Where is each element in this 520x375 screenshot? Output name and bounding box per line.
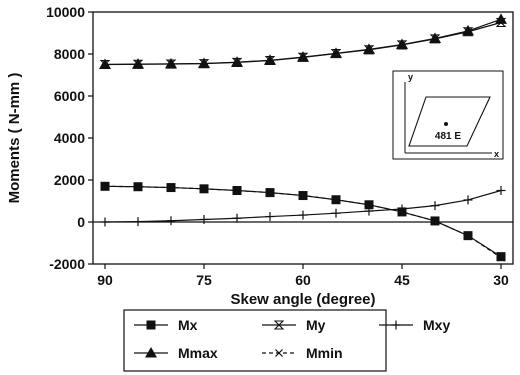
point-mmin — [233, 186, 241, 195]
point-mmin — [365, 200, 373, 209]
point-mx — [496, 252, 506, 262]
legend-marker-mmin — [275, 349, 283, 357]
point-mmin — [134, 182, 142, 191]
point-mmin — [431, 217, 439, 225]
x-tick-label: 90 — [97, 272, 113, 288]
x-tick-label: 75 — [196, 272, 212, 288]
point-mmax — [396, 38, 408, 50]
element-inset: y x 481 E — [392, 70, 504, 160]
point-mxy — [463, 195, 473, 205]
point-mxy — [265, 212, 275, 222]
inset-x-label: x — [494, 149, 499, 159]
legend-marker-my — [273, 320, 285, 330]
point-mmin — [464, 231, 472, 240]
point-mmin — [200, 184, 208, 193]
legend-marker-mmax — [145, 347, 157, 358]
y-tick-label: 6000 — [54, 88, 85, 104]
legend-item-mmin: Mmin — [262, 345, 343, 361]
x-axis-title: Skew angle (degree) — [230, 291, 375, 308]
point-mmax — [363, 43, 375, 54]
legend-label-mx: Mx — [178, 317, 198, 333]
point-mmin — [167, 183, 175, 192]
legend-item-mx: Mx — [134, 317, 198, 333]
point-mmax — [462, 24, 474, 36]
point-mmax — [330, 47, 342, 58]
legend-label-my: My — [306, 317, 326, 333]
point-mmax — [132, 58, 144, 69]
x-tick-label: 45 — [394, 272, 410, 288]
point-mxy — [298, 210, 308, 220]
point-mmax — [99, 58, 111, 69]
element-point — [444, 122, 448, 126]
legend-label-mmax: Mmax — [178, 345, 218, 361]
x-tick-label: 30 — [493, 272, 509, 288]
point-mxy — [364, 206, 374, 216]
y-tick-label: 10000 — [46, 4, 85, 20]
point-mmin — [398, 207, 406, 216]
y-tick-label: 4000 — [54, 130, 85, 146]
point-mxy — [430, 201, 440, 211]
point-mmin — [332, 195, 340, 204]
legend-label-mmin: Mmin — [306, 345, 343, 361]
point-mmax — [495, 13, 507, 24]
point-mxy — [496, 186, 506, 195]
legend-label-mxy: Mxy — [423, 317, 450, 333]
point-mmin — [497, 253, 505, 262]
point-mmax — [264, 54, 276, 65]
element-label: 481 E — [435, 131, 461, 142]
point-mmax — [297, 51, 309, 62]
series-mmin — [101, 182, 505, 262]
series-mmax — [99, 13, 507, 69]
axes: -2000 0 2000 4000 6000 8000 10000 90 75 60 45 30 Ske… — [6, 4, 514, 308]
point-mmax — [429, 32, 441, 43]
point-mmin — [266, 188, 274, 197]
legend-item-mxy: Mxy — [379, 317, 450, 333]
legend: Mx My Mxy Mmax Mmin — [123, 309, 450, 372]
legend-item-my: My — [262, 317, 326, 333]
series-layer — [99, 13, 507, 262]
inset-y-label: y — [408, 72, 413, 82]
legend-item-mmax: Mmax — [134, 345, 218, 361]
point-mmin — [101, 182, 109, 191]
point-mxy — [133, 217, 143, 227]
y-tick-label: 8000 — [54, 46, 85, 62]
y-tick-label: 0 — [77, 214, 85, 230]
point-mmin — [299, 191, 307, 200]
inset-box — [392, 70, 504, 160]
point-mxy — [331, 208, 341, 218]
legend-box — [123, 309, 387, 372]
point-mmax — [198, 57, 210, 68]
point-mmax — [231, 56, 243, 67]
point-mmax — [165, 57, 177, 69]
legend-marker-mxy — [391, 320, 401, 330]
y-axis-title: Moments ( N-mm ) — [6, 73, 23, 204]
x-tick-label: 60 — [295, 272, 311, 288]
y-tick-label: -2000 — [49, 256, 85, 272]
point-mxy — [199, 214, 209, 224]
point-mxy — [232, 213, 242, 223]
point-mxy — [100, 217, 110, 227]
y-tick-label: 2000 — [54, 172, 85, 188]
legend-marker-mx — [146, 320, 156, 330]
series-mxy — [100, 186, 506, 227]
point-mxy — [166, 216, 176, 226]
skewed-plate — [408, 96, 491, 147]
